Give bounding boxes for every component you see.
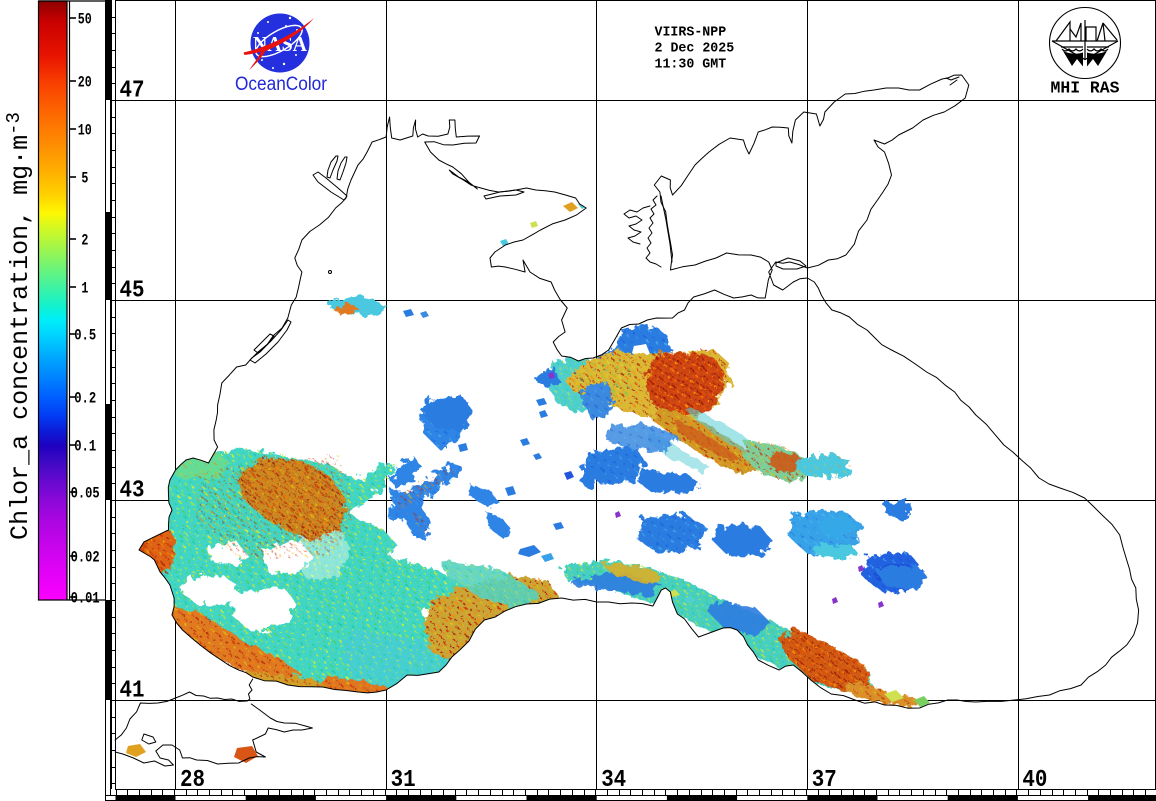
svg-text:Chlor_a concentration, mg·m-3: Chlor_a concentration, mg·m-3 <box>3 112 35 540</box>
svg-text:31: 31 <box>391 767 416 794</box>
svg-text:OceanColor: OceanColor <box>235 74 328 95</box>
svg-text:20: 20 <box>78 74 92 92</box>
svg-text:1: 1 <box>81 280 88 298</box>
svg-text:10: 10 <box>78 122 92 140</box>
svg-text:47: 47 <box>120 78 145 105</box>
svg-text:40: 40 <box>1022 767 1047 794</box>
svg-text:0.01: 0.01 <box>71 590 100 608</box>
svg-text:0.1: 0.1 <box>74 438 96 456</box>
svg-text:34: 34 <box>601 767 626 794</box>
svg-text:11:30 GMT: 11:30 GMT <box>655 57 727 73</box>
svg-text:VIIRS-NPP: VIIRS-NPP <box>655 25 727 41</box>
svg-text:43: 43 <box>120 478 145 505</box>
svg-text:2: 2 <box>81 232 88 250</box>
svg-text:45: 45 <box>120 278 145 305</box>
svg-text:2 Dec 2025: 2 Dec 2025 <box>655 41 735 57</box>
svg-text:5: 5 <box>81 170 88 188</box>
svg-text:0.5: 0.5 <box>74 327 96 345</box>
svg-text:41: 41 <box>120 678 145 705</box>
svg-text:MHI RAS: MHI RAS <box>1051 80 1120 99</box>
svg-text:28: 28 <box>180 767 205 794</box>
svg-text:0.05: 0.05 <box>71 485 100 503</box>
svg-text:50: 50 <box>78 11 92 29</box>
svg-text:0.2: 0.2 <box>74 390 96 408</box>
svg-text:0.02: 0.02 <box>71 549 100 567</box>
svg-text:37: 37 <box>812 767 837 794</box>
